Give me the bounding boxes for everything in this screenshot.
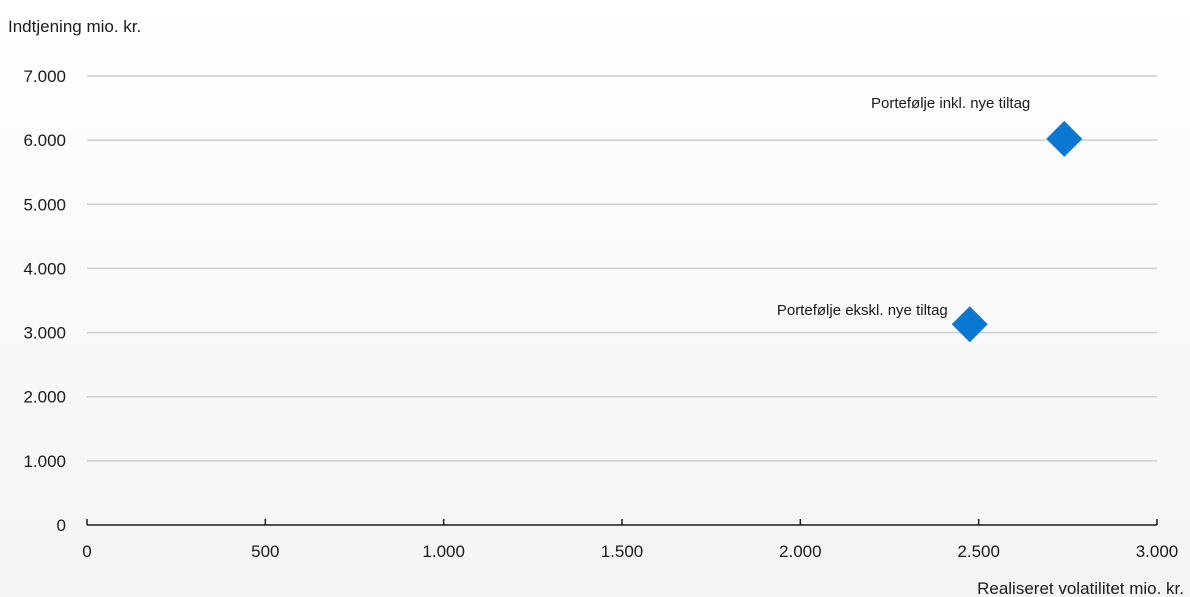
y-tick-label: 3.000 (23, 324, 66, 343)
grid-layer (87, 75, 1157, 462)
x-tick-label: 2.500 (957, 542, 1000, 561)
y-tick-label: 5.000 (23, 195, 66, 214)
x-tick-label: 1.000 (422, 542, 465, 561)
y-axis-title: Indtjening mio. kr. (8, 17, 141, 36)
data-point-label: Portefølje inkl. nye tiltag (871, 95, 1030, 112)
data-point-diamond (951, 306, 988, 343)
axis-layer (86, 519, 1158, 526)
y-tick-label: 6.000 (23, 131, 66, 150)
x-tick-label: 3.000 (1136, 542, 1179, 561)
x-tick-label: 1.500 (601, 542, 644, 561)
y-tick-label: 7.000 (23, 67, 66, 86)
y-tick-label: 1.000 (23, 452, 66, 471)
x-axis-title: Realiseret volatilitet mio. kr. (977, 579, 1184, 597)
x-tick-label: 2.000 (779, 542, 822, 561)
x-tick-label: 500 (251, 542, 279, 561)
y-tick-label: 2.000 (23, 388, 66, 407)
x-tick-label: 0 (82, 542, 91, 561)
data-point-diamond (1046, 120, 1083, 157)
point-layer: Portefølje inkl. nye tiltag Portefølje ek… (777, 95, 1083, 343)
tick-layer: 0 1.000 2.000 3.000 4.000 5.000 6.000 7.000 0 500… (23, 67, 1178, 561)
data-point-label: Portefølje ekskl. nye tiltag (777, 302, 948, 319)
y-tick-label: 4.000 (23, 259, 66, 278)
y-tick-label: 0 (57, 516, 66, 535)
